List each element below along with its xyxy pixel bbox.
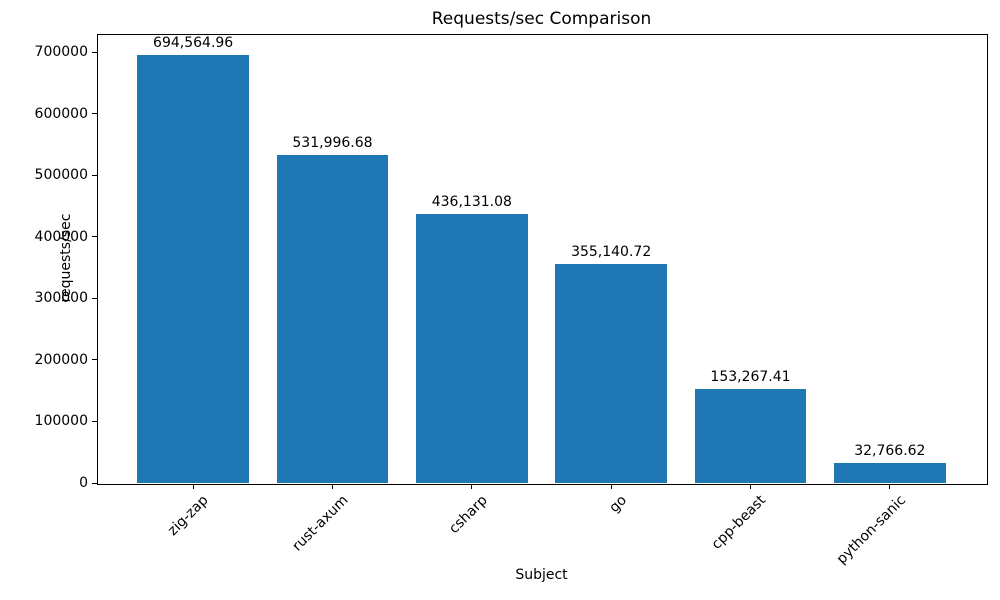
bar-zig-zap [137,55,249,483]
y-tick-label: 0 [79,475,88,491]
y-axis-label: requests/sec [58,213,74,303]
x-tick-mark [750,484,751,489]
y-tick-mark [92,482,97,484]
y-tick-label: 200000 [34,351,88,368]
x-tick-label: python-sanic [833,492,909,568]
bar-value-label: 355,140.72 [571,244,652,261]
bar-cpp-beast [694,388,807,483]
x-tick-mark [889,484,891,489]
bar-rust-axum [276,155,389,483]
y-tick-mark [92,297,97,299]
y-tick-mark [92,236,97,238]
x-tick-mark [610,484,612,489]
x-tick-label: rust-axum [288,492,352,555]
bar-python-sanic [834,462,946,483]
bar-value-label: 531,996.68 [292,135,373,152]
y-tick-mark [92,174,97,176]
x-tick-mark [471,484,473,489]
x-axis-label: Subject [515,567,568,583]
bar-value-label: 436,131.08 [431,194,512,211]
x-tick-mark [192,484,194,489]
bar-go [555,264,667,483]
x-tick-label: zig-zap [165,492,212,539]
y-tick-mark [92,113,97,115]
bar-value-label: 32,766.62 [854,442,926,459]
y-tick-label: 700000 [34,44,88,61]
y-tick-label: 100000 [34,413,88,430]
y-tick-label: 300000 [34,290,88,307]
bar-csharp [416,214,528,483]
x-tick-label: cpp-beast [708,492,770,553]
bar-value-label: 153,267.41 [710,368,791,385]
y-tick-label: 600000 [34,105,88,122]
chart-title: Requests/sec Comparison [431,9,652,29]
bar-value-label: 694,564.96 [153,35,234,52]
y-tick-mark [92,51,97,53]
x-tick-label: csharp [445,492,491,537]
y-tick-mark [92,359,97,361]
x-tick-label: go [606,492,630,516]
x-tick-mark [331,484,333,489]
y-tick-label: 500000 [34,167,88,184]
y-tick-mark [92,420,97,422]
y-tick-label: 400000 [34,228,88,245]
